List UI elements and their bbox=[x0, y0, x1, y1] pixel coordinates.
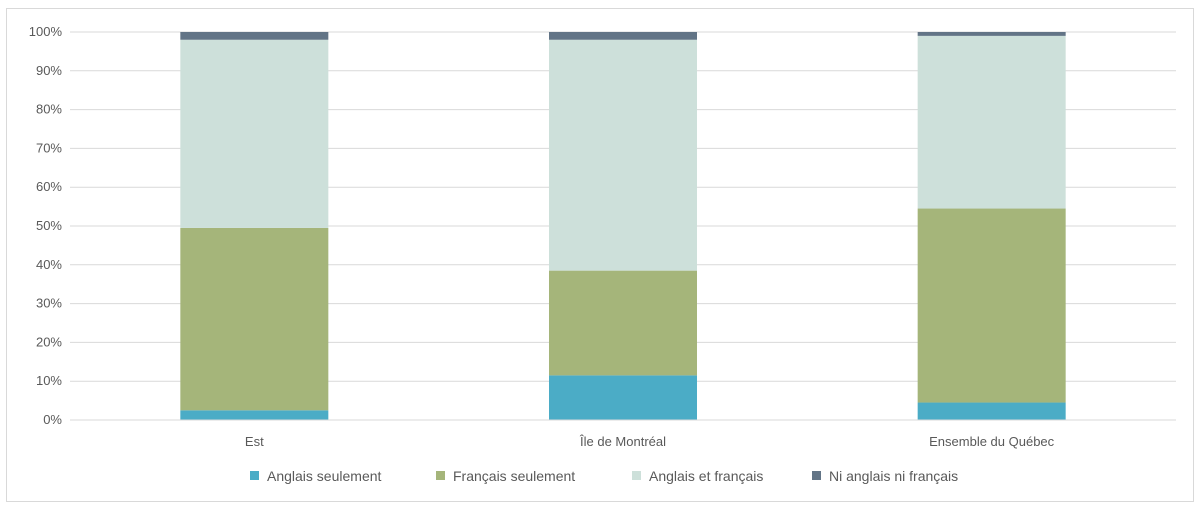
legend-swatch bbox=[436, 471, 445, 480]
legend-swatch bbox=[812, 471, 821, 480]
y-tick-label: 30% bbox=[36, 296, 62, 311]
legend-label: Français seulement bbox=[453, 468, 575, 484]
bar-segment bbox=[917, 35, 1066, 209]
bar-segment bbox=[180, 39, 329, 228]
y-axis-tick-labels: 0% 10% 20% 30% 40% 50% 60% 70% 80% 90% 100% bbox=[29, 24, 63, 427]
bar-segment bbox=[549, 39, 697, 271]
y-tick-label: 40% bbox=[36, 257, 62, 272]
y-tick-label: 60% bbox=[36, 179, 62, 194]
legend-label: Anglais seulement bbox=[267, 468, 382, 484]
bar-segment bbox=[549, 375, 697, 420]
x-category-label: Est bbox=[245, 434, 264, 449]
x-category-label: Île de Montréal bbox=[579, 434, 666, 449]
y-tick-label: 90% bbox=[36, 63, 62, 78]
bar-segment bbox=[180, 32, 329, 40]
legend: Anglais seulement Français seulement Angla… bbox=[250, 468, 958, 484]
legend-label: Ni anglais ni français bbox=[829, 468, 958, 484]
y-tick-label: 80% bbox=[36, 102, 62, 117]
legend-swatch bbox=[632, 471, 641, 480]
bar-segment bbox=[917, 32, 1066, 36]
bar-segment bbox=[917, 208, 1066, 403]
legend-swatch bbox=[250, 471, 259, 480]
x-axis-category-labels: Est Île de Montréal Ensemble du Québec bbox=[245, 434, 1055, 449]
y-tick-label: 100% bbox=[29, 24, 63, 39]
y-tick-label: 50% bbox=[36, 218, 62, 233]
legend-label: Anglais et français bbox=[649, 468, 763, 484]
y-tick-label: 10% bbox=[36, 373, 62, 388]
bar-segment bbox=[549, 270, 697, 376]
bar-segment bbox=[180, 410, 329, 420]
bar-segment bbox=[180, 227, 329, 411]
bar-segment bbox=[917, 402, 1066, 420]
x-category-label: Ensemble du Québec bbox=[929, 434, 1055, 449]
y-tick-label: 70% bbox=[36, 140, 62, 155]
bar-segment bbox=[549, 32, 697, 40]
y-tick-label: 0% bbox=[43, 412, 62, 427]
bars bbox=[180, 32, 1066, 420]
y-tick-label: 20% bbox=[36, 334, 62, 349]
